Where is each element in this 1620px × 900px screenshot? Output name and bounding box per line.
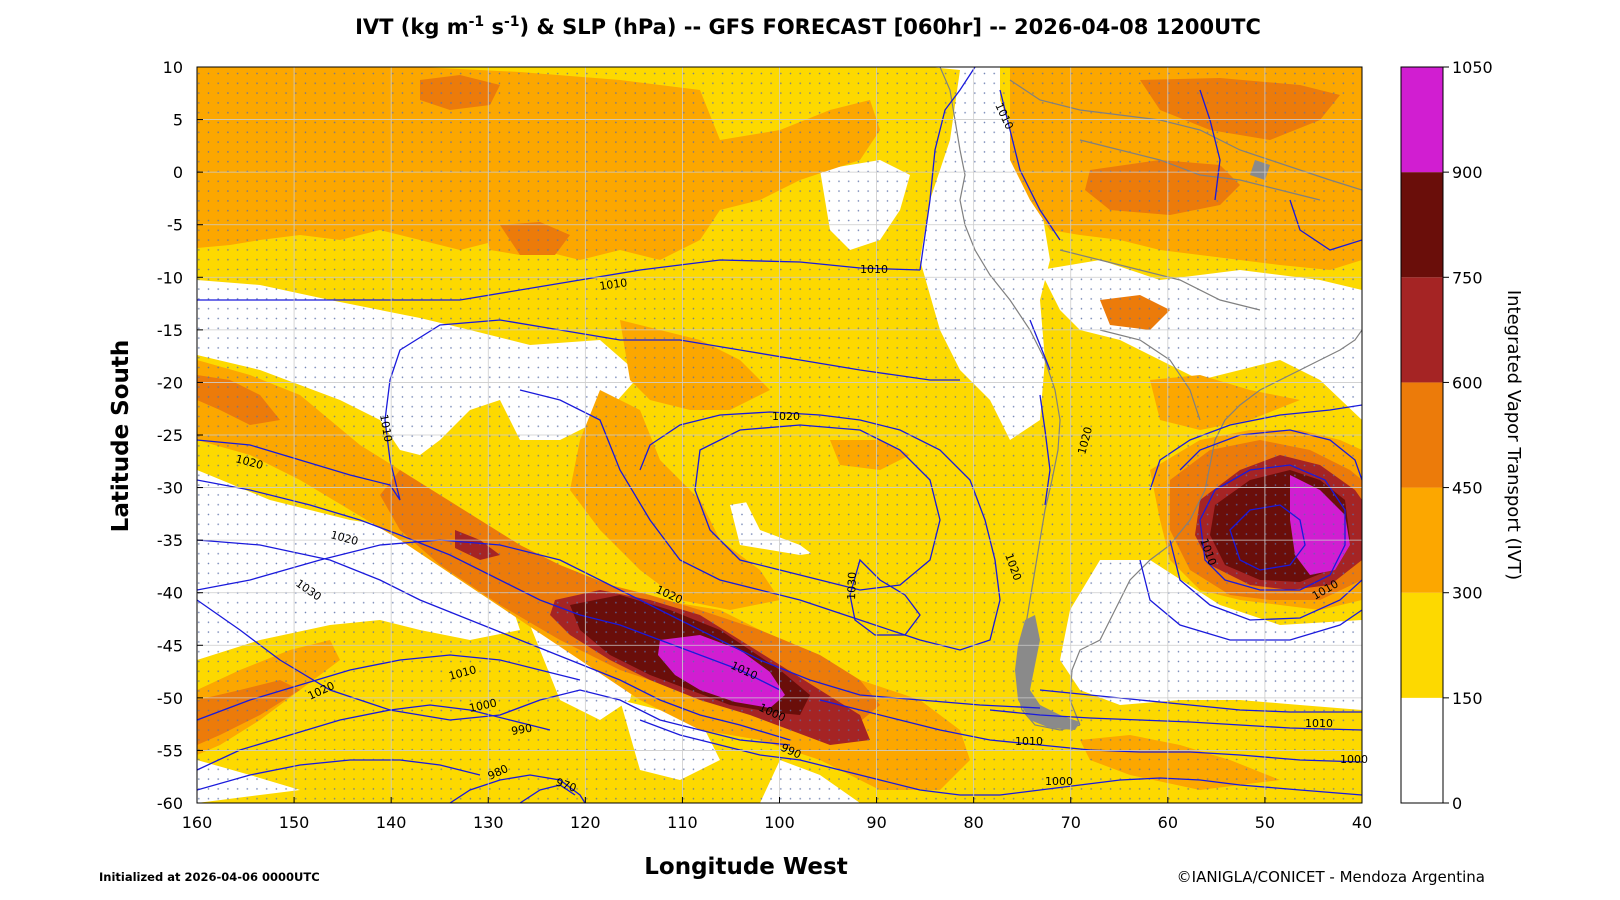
colorbar-tick-label: 600 [1452, 373, 1483, 392]
colorbar-tick-label: 1050 [1452, 58, 1493, 77]
y-tick-label: 10 [163, 58, 183, 77]
y-tick-label: -20 [157, 373, 183, 392]
x-tick-label: 80 [963, 813, 983, 832]
x-tick-label: 120 [570, 813, 601, 832]
y-axis-ticks: 10 5 0 -5 -10 -15 -20 -25 -30 -35 -40 -45 -50 -55 -60 [157, 58, 203, 813]
initialized-text: Initialized at 2026-04-06 0000UTC [99, 870, 320, 884]
x-tick-label: 100 [764, 813, 795, 832]
y-tick-label: -15 [157, 321, 183, 340]
y-tick-label: 0 [173, 163, 183, 182]
x-tick-label: 90 [866, 813, 886, 832]
x-tick-label: 70 [1061, 813, 1081, 832]
isobar-label: 1010 [860, 263, 888, 276]
colorbar-segment [1401, 382, 1443, 488]
y-tick-label: -5 [167, 216, 183, 235]
x-tick-label: 110 [667, 813, 698, 832]
colorbar-tick-label: 750 [1452, 268, 1483, 287]
x-tick-label: 160 [182, 813, 213, 832]
y-tick-label: -40 [157, 584, 183, 603]
isobar-label: 1010 [377, 413, 395, 443]
colorbar-segment [1401, 592, 1443, 698]
colorbar-frame [1400, 66, 1444, 804]
colorbar-tick-label: 450 [1452, 479, 1483, 498]
isobar-label: 1000 [1045, 775, 1073, 788]
x-tick-label: 150 [279, 813, 310, 832]
x-axis-label: Longitude West [644, 854, 847, 880]
colorbar: 0 150 300 450 600 750 900 1050 [1401, 58, 1493, 813]
isobar-label: 1010 [1015, 735, 1043, 748]
isobar-label: 1000 [1340, 753, 1368, 766]
y-axis-label: Latitude South [108, 340, 134, 533]
y-tick-label: -35 [157, 531, 183, 550]
x-axis-ticks: 160 150 140 130 120 110 100 90 80 70 60 50 40 [182, 797, 1372, 832]
colorbar-segment [1401, 277, 1443, 383]
x-tick-label: 40 [1352, 813, 1372, 832]
colorbar-segment [1401, 697, 1443, 803]
x-tick-label: 50 [1255, 813, 1275, 832]
isobar-label: 990 [510, 722, 533, 738]
isobar-label: 1010 [599, 276, 629, 293]
colorbar-label: Integrated Vapor Transport (IVT) [1503, 290, 1524, 580]
colorbar-segment [1401, 487, 1443, 593]
y-tick-label: 5 [173, 111, 183, 130]
y-tick-label: -30 [157, 479, 183, 498]
colorbar-tick-label: 900 [1452, 163, 1483, 182]
graticule [197, 67, 1362, 803]
y-tick-label: -45 [157, 636, 183, 655]
map-title: IVT (kg m-1 s-1) & SLP (hPa) -- GFS FORE… [355, 14, 1261, 39]
plot-area [197, 67, 1362, 803]
isobar-label: 1030 [845, 572, 859, 600]
colorbar-segment [1401, 67, 1443, 173]
x-tick-label: 130 [473, 813, 504, 832]
x-tick-label: 140 [376, 813, 407, 832]
isobars [197, 67, 1362, 803]
y-tick-label: -55 [157, 741, 183, 760]
colorbar-tick-label: 0 [1452, 794, 1462, 813]
isobar-label: 1000 [468, 696, 498, 715]
colorbar-tick-label: 150 [1452, 689, 1483, 708]
y-tick-label: -25 [157, 426, 183, 445]
isobar-label: 1010 [1305, 717, 1333, 730]
x-tick-label: 60 [1158, 813, 1178, 832]
colorbar-tick-label: 300 [1452, 584, 1483, 603]
y-tick-label: -60 [157, 794, 183, 813]
credit-text: ©IANIGLA/CONICET - Mendoza Argentina [1177, 868, 1485, 886]
colorbar-segment [1401, 172, 1443, 278]
y-tick-label: -10 [157, 268, 183, 287]
isobar-label: 1020 [772, 410, 800, 423]
y-tick-label: -50 [157, 689, 183, 708]
